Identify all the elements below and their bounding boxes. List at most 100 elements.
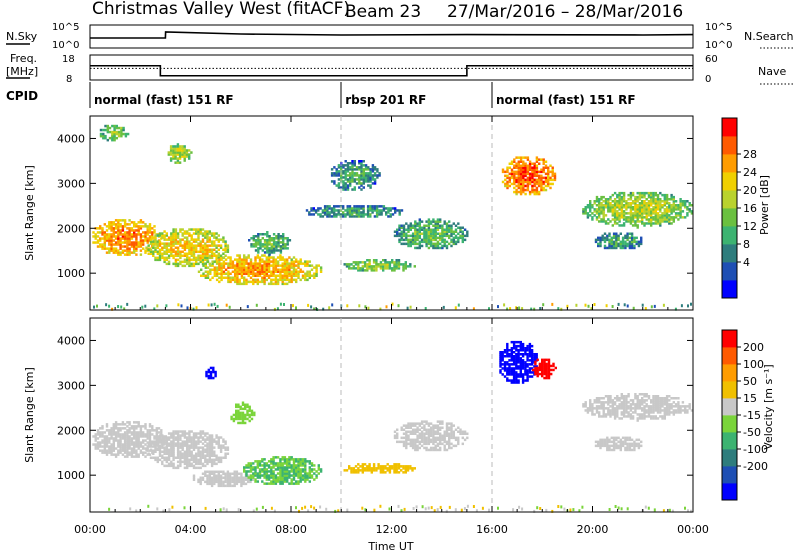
heatmap-cell [406,465,410,468]
heatmap-cell [195,442,198,445]
heatmap-cell [439,232,442,235]
heatmap-cell [103,247,106,250]
heatmap-cell [420,232,424,235]
heatmap-cell [263,476,266,479]
heatmap-cell [595,210,599,213]
heatmap-cell [186,442,189,445]
heatmap-cell [384,261,387,264]
heatmap-cell [130,237,134,240]
heatmap-cell [290,274,293,277]
heatmap-cell [551,170,554,174]
heatmap-cell [647,191,651,195]
heatmap-cell [172,452,175,455]
heatmap-cell [201,240,205,243]
heatmap-cell [292,462,296,465]
heatmap-cell [364,178,368,181]
heatmap-cell [267,270,271,273]
heatmap-cell [506,347,509,350]
heatmap-cell [254,243,258,246]
heatmap-cell [137,455,140,458]
heatmap-cell [183,258,187,262]
heatmap-cell [636,218,639,221]
heatmap-cell [283,266,287,269]
heatmap-cell [612,246,616,250]
heatmap-cell [629,403,633,406]
heatmap-cell [627,413,630,416]
heatmap-cell [148,225,152,228]
heatmap-cell [607,202,610,205]
heatmap-cell [249,270,253,273]
heatmap-cell [252,468,255,471]
heatmap-cell [621,240,625,244]
heatmap-cell [663,198,666,201]
heatmap-cell [161,444,164,447]
heatmap-cell [195,306,198,310]
heatmap-cell [351,213,354,216]
heatmap-cell [524,174,527,178]
heatmap-cell [128,227,131,230]
heatmap-cell [181,228,184,231]
heatmap-cell [420,226,424,229]
heatmap-cell [165,252,168,255]
heatmap-cell [387,211,390,214]
heatmap-cell [210,476,214,479]
heatmap-cell [414,242,417,246]
heatmap-cell [353,211,356,214]
heatmap-cell [643,210,646,213]
heatmap-cell [283,276,287,279]
heatmap-cell [297,466,300,469]
heatmap-cell [530,344,534,348]
heatmap-cell [172,157,175,160]
heatmap-cell [199,482,202,486]
heatmap-cell [201,450,205,453]
heatmap-cell [165,442,168,445]
heatmap-cell [368,467,371,470]
heatmap-cell [506,180,509,184]
heatmap-cell [591,411,594,414]
heatmap-cell [598,220,601,223]
heatmap-cell [533,365,536,368]
heatmap-cell [165,436,168,439]
heatmap-cell [119,427,122,430]
heatmap-cell [306,278,309,282]
heatmap-cell [112,437,115,440]
heatmap-cell [627,220,630,223]
heatmap-cell [622,193,626,197]
heatmap-cell [631,218,635,221]
heatmap-cell [635,240,638,244]
heatmap-cell [360,205,363,208]
heatmap-cell [139,253,143,256]
heatmap-cell [126,231,129,234]
heatmap-cell [402,228,406,231]
heatmap-cell [672,218,675,221]
heatmap-cell [117,225,120,228]
heatmap-cell [423,240,426,244]
heatmap-cell [375,207,379,210]
heatmap-cell [416,236,419,240]
heatmap-cell [172,240,175,243]
heatmap-cell [308,468,311,471]
heatmap-cell [553,176,557,180]
heatmap-cell [375,211,379,214]
heatmap-cell [425,228,428,231]
heatmap-cell [445,222,449,225]
heatmap-cell [612,232,616,235]
heatmap-cell [622,407,626,410]
heatmap-cell [524,351,527,354]
heatmap-cell [515,156,518,159]
heatmap-cell [452,236,455,240]
heatmap-cell [176,250,180,253]
heatmap-cell [373,205,377,208]
heatmap-cell [233,470,236,473]
heatmap-cell [506,361,509,364]
heatmap-cell [259,245,262,248]
heatmap-cell [526,355,529,358]
heatmap-cell [512,367,516,370]
heatmap-cell [267,260,271,263]
heatmap-cell [396,234,399,238]
heatmap-cell [186,238,189,241]
nsky-tick-high: 10^5 [52,22,79,33]
heatmap-cell [128,253,131,256]
heatmap-cell [445,232,449,235]
heatmap-cell [598,397,601,400]
